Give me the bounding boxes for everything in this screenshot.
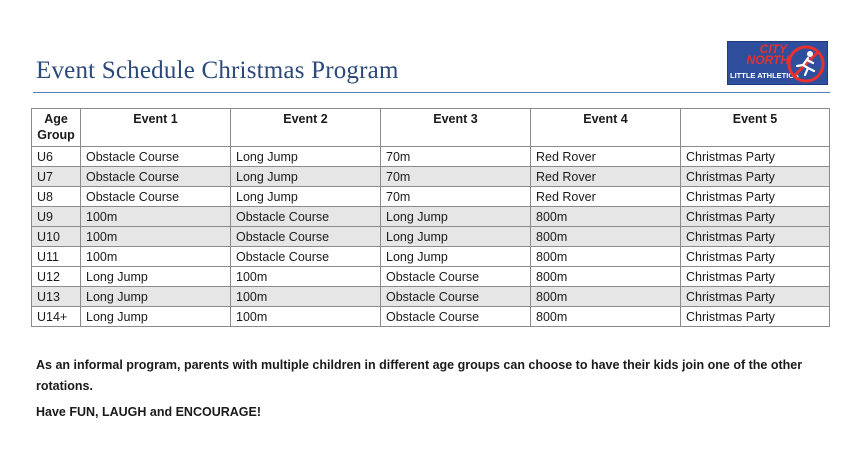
- table-row: U6 Obstacle Course Long Jump 70m Red Rov…: [31, 146, 830, 167]
- event-cell: Long Jump: [380, 206, 531, 227]
- event-cell: Christmas Party: [680, 146, 830, 167]
- page-title: Event Schedule Christmas Program: [36, 57, 399, 84]
- table-row: U12 Long Jump 100m Obstacle Course 800m …: [31, 266, 830, 287]
- title-divider: [33, 92, 830, 93]
- age-group-cell: U8: [31, 186, 81, 207]
- event-cell: Red Rover: [530, 166, 681, 187]
- event-cell: Red Rover: [530, 186, 681, 207]
- event-cell: Christmas Party: [680, 166, 830, 187]
- age-group-cell: U7: [31, 166, 81, 187]
- event-cell: 70m: [380, 166, 531, 187]
- event-cell: Christmas Party: [680, 226, 830, 247]
- event-cell: Obstacle Course: [380, 286, 531, 307]
- age-group-cell: U13: [31, 286, 81, 307]
- event-cell: Obstacle Course: [230, 226, 381, 247]
- event-cell: 100m: [80, 246, 231, 267]
- age-group-cell: U9: [31, 206, 81, 227]
- event-cell: 100m: [230, 306, 381, 327]
- event-cell: 800m: [530, 246, 681, 267]
- event-cell: Christmas Party: [680, 206, 830, 227]
- table-row: U7 Obstacle Course Long Jump 70m Red Rov…: [31, 166, 830, 187]
- event-cell: Long Jump: [380, 226, 531, 247]
- column-header-event-4: Event 4: [530, 108, 681, 147]
- event-cell: 100m: [80, 226, 231, 247]
- column-header-event-5: Event 5: [680, 108, 830, 147]
- event-cell: Long Jump: [80, 286, 231, 307]
- event-cell: Christmas Party: [680, 246, 830, 267]
- age-group-cell: U12: [31, 266, 81, 287]
- column-header-event-3: Event 3: [380, 108, 531, 147]
- event-cell: 800m: [530, 306, 681, 327]
- event-cell: Obstacle Course: [230, 206, 381, 227]
- age-group-cell: U14+: [31, 306, 81, 327]
- event-cell: 800m: [530, 286, 681, 307]
- logo-text-little-athletics: LITTLE ATHLETICS: [730, 71, 799, 80]
- motto-text: Have FUN, LAUGH and ENCOURAGE!: [36, 405, 262, 419]
- event-cell: 100m: [230, 266, 381, 287]
- event-cell: Christmas Party: [680, 286, 830, 307]
- event-cell: Obstacle Course: [230, 246, 381, 267]
- table-row: U11 100m Obstacle Course Long Jump 800m …: [31, 246, 830, 267]
- column-header-age-group: Age Group: [31, 108, 81, 147]
- event-cell: 100m: [230, 286, 381, 307]
- event-cell: 100m: [80, 206, 231, 227]
- event-cell: Obstacle Course: [80, 146, 231, 167]
- club-logo: CITY NORTH LITTLE ATHLETICS: [727, 41, 828, 85]
- table-row: U8 Obstacle Course Long Jump 70m Red Rov…: [31, 186, 830, 207]
- column-header-event-1: Event 1: [80, 108, 231, 147]
- event-cell: Obstacle Course: [80, 166, 231, 187]
- table-row: U14+ Long Jump 100m Obstacle Course 800m…: [31, 306, 830, 327]
- event-cell: Obstacle Course: [80, 186, 231, 207]
- table-row: U9 100m Obstacle Course Long Jump 800m C…: [31, 206, 830, 227]
- runner-icon: [787, 45, 825, 83]
- event-cell: Long Jump: [80, 266, 231, 287]
- event-cell: Obstacle Course: [380, 306, 531, 327]
- event-cell: Christmas Party: [680, 186, 830, 207]
- event-cell: Long Jump: [230, 186, 381, 207]
- event-cell: 800m: [530, 206, 681, 227]
- logo-text-city: CITY: [759, 42, 787, 56]
- event-schedule-table: Age Group Event 1 Event 2 Event 3 Event …: [31, 108, 830, 327]
- event-cell: 70m: [380, 146, 531, 167]
- age-group-cell: U10: [31, 226, 81, 247]
- event-cell: 70m: [380, 186, 531, 207]
- event-cell: Red Rover: [530, 146, 681, 167]
- age-group-cell: U11: [31, 246, 81, 267]
- informal-program-note: As an informal program, parents with mul…: [36, 358, 803, 393]
- event-cell: Christmas Party: [680, 266, 830, 287]
- logo-text-north: NORTH: [746, 53, 789, 67]
- event-cell: 800m: [530, 226, 681, 247]
- event-cell: 800m: [530, 266, 681, 287]
- event-cell: Long Jump: [230, 146, 381, 167]
- event-cell: Christmas Party: [680, 306, 830, 327]
- event-cell: Obstacle Course: [380, 266, 531, 287]
- table-row: U13 Long Jump 100m Obstacle Course 800m …: [31, 286, 830, 307]
- event-cell: Long Jump: [230, 166, 381, 187]
- event-cell: Long Jump: [380, 246, 531, 267]
- table-row: U10 100m Obstacle Course Long Jump 800m …: [31, 226, 830, 247]
- age-group-cell: U6: [31, 146, 81, 167]
- table-header-row: Age Group Event 1 Event 2 Event 3 Event …: [31, 108, 830, 147]
- column-header-event-2: Event 2: [230, 108, 381, 147]
- event-cell: Long Jump: [80, 306, 231, 327]
